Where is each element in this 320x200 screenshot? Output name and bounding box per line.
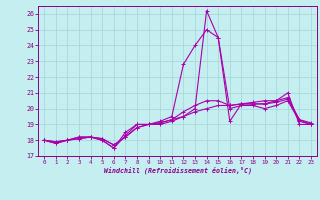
X-axis label: Windchill (Refroidissement éolien,°C): Windchill (Refroidissement éolien,°C) <box>104 167 252 174</box>
